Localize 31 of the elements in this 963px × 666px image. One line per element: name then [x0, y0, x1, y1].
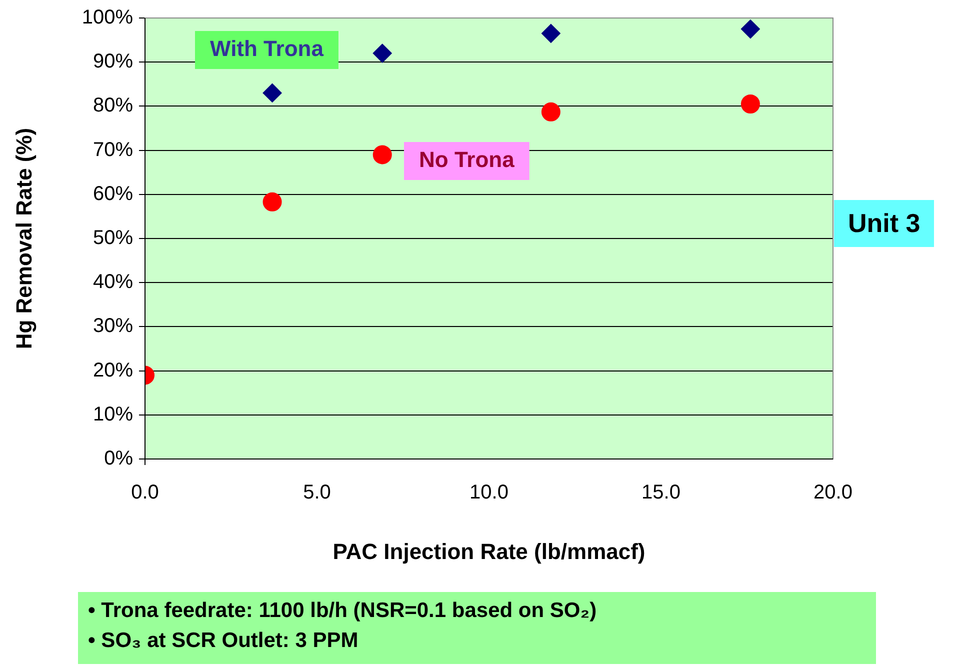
point — [262, 192, 282, 212]
y-tick-label: 30% — [92, 315, 134, 338]
y-tick-label: 40% — [92, 271, 134, 294]
series-label: With Trona — [210, 36, 324, 62]
point — [541, 102, 560, 122]
point — [262, 83, 282, 102]
x-tick-label: 10.0 — [470, 482, 508, 504]
y-tick-label: 70% — [92, 138, 134, 161]
point — [372, 145, 392, 164]
y-tick-label: 60% — [92, 182, 134, 205]
point — [541, 24, 560, 43]
x-tick-label: 0.0 — [131, 482, 159, 504]
y-tick-label: 90% — [92, 50, 134, 73]
text: • Trona feedrate: 1100 lb/h (NSR=0.1 based on SO₂) — [88, 598, 598, 624]
x-axis-title: PAC Injection Rate (lb/mmacf) — [332, 538, 646, 564]
x-tick-label: 5.0 — [303, 482, 331, 504]
y-tick-label: 80% — [92, 94, 134, 117]
y-tick-label: 10% — [92, 403, 134, 426]
y-tick-label: 50% — [92, 227, 134, 250]
text: • SO₃ at SCR Outlet: 3 PPM — [88, 628, 360, 654]
y-tick-label: 20% — [92, 359, 134, 382]
y-axis-title: Hg Removal Rate (%) — [11, 128, 36, 350]
point — [740, 94, 760, 114]
series-label: No Trona — [419, 147, 516, 172]
y-tick-label: 0% — [104, 448, 134, 470]
x-tick-label: 20.0 — [814, 482, 852, 504]
y-tick-label: 100% — [82, 6, 134, 29]
text: Unit 3 — [834, 200, 934, 247]
point — [372, 44, 392, 63]
x-tick-label: 15.0 — [642, 482, 680, 504]
point — [740, 20, 760, 39]
